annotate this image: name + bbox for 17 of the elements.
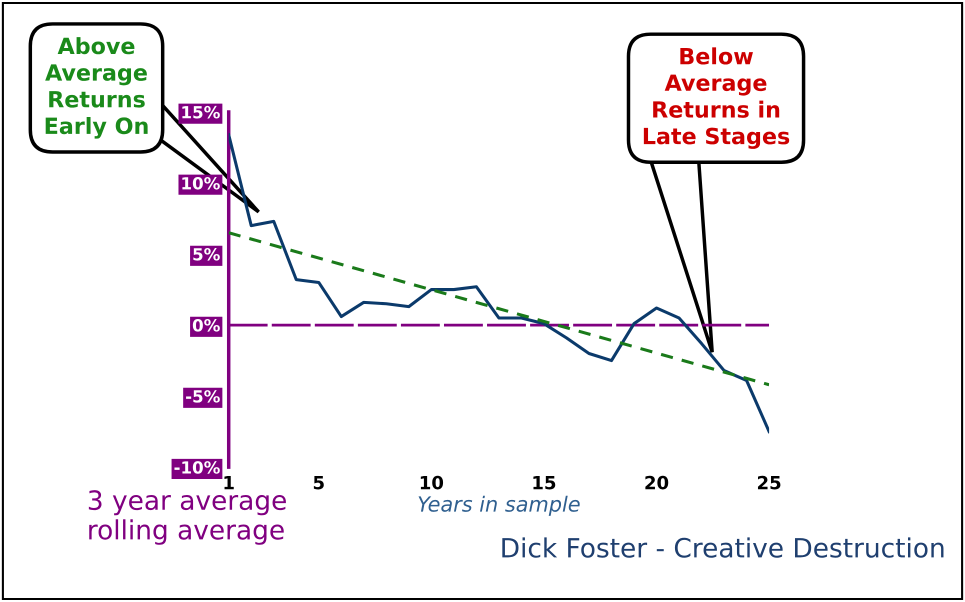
y-tick-label: -10% [174, 461, 220, 474]
text: Dick Foster - Creative Destruction [502, 537, 944, 558]
y-tick-label: 10% [182, 176, 220, 190]
x-tick-label: 5 [314, 476, 324, 490]
x-tick-label: 20 [645, 476, 668, 490]
x-tick-label: 1 [224, 476, 234, 490]
y-tick-label: 5% [193, 248, 220, 261]
text: Above Average Returns Early On [45, 37, 148, 139]
x-tick-label: 15 [533, 476, 556, 490]
x-tick-label: 25 [758, 476, 780, 490]
x-tick-label: 10 [420, 476, 444, 490]
x-axis-title: Years in sample [418, 496, 580, 516]
text: 3 year average rolling average [88, 490, 286, 545]
annotation: Below Average Returns in Late Stages [644, 47, 790, 149]
y-tick-label: 15% [182, 106, 220, 119]
y-tick-label: -5% [186, 390, 220, 403]
y-tick-label: 0% [192, 319, 220, 332]
